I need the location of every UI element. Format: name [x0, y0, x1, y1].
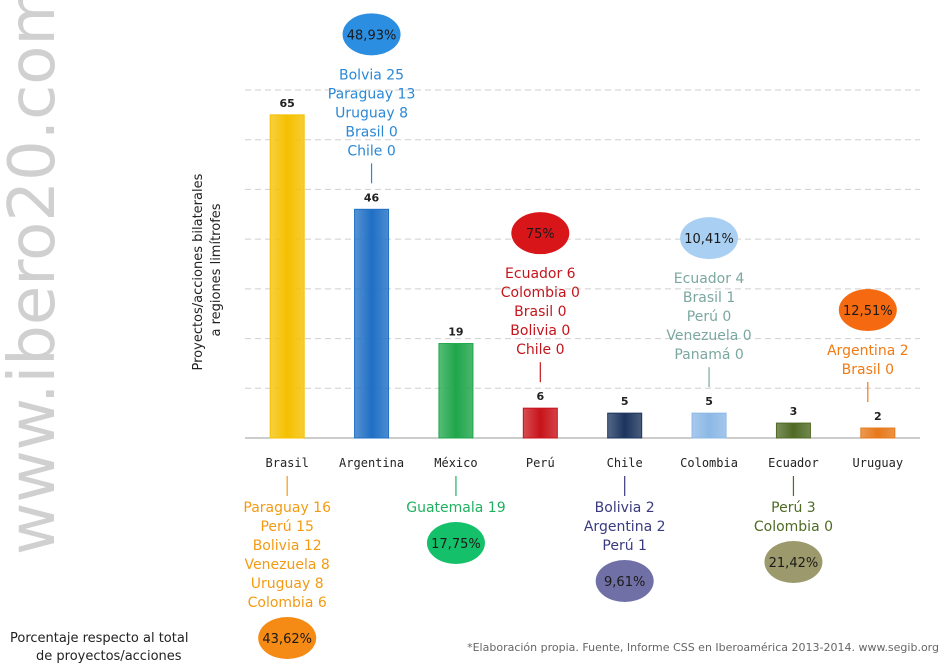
category-label: México — [434, 456, 477, 470]
annotation-text: Uruguay 8 — [251, 576, 324, 592]
annotation-text: Ecuador 6 — [505, 266, 576, 282]
annotation-text: Brasil 0 — [514, 304, 566, 320]
annotation-text: Colombia 0 — [501, 285, 580, 301]
percent-label: 9,61% — [604, 575, 645, 590]
annotation-text: Paraguay 16 — [243, 500, 331, 516]
percent-bubble — [258, 617, 317, 659]
bar-méxico — [438, 343, 474, 439]
annotation-text: Ecuador 4 — [674, 271, 745, 287]
percent-label: 10,41% — [684, 232, 734, 247]
annotation-text: Guatemala 19 — [406, 500, 505, 516]
percent-bubble — [838, 289, 897, 332]
value-label: 3 — [790, 405, 798, 418]
value-label: 6 — [536, 390, 544, 403]
legend-text-line-2: de proyectos/acciones — [36, 649, 182, 664]
annotation-text: Chile 0 — [347, 143, 395, 159]
annotation-text: Brasil 0 — [345, 124, 397, 140]
annotation-text: Colombia 6 — [248, 595, 327, 611]
y-axis-label: Proyectos/acciones bilaterales a regione… — [191, 169, 224, 370]
annotation-text: Venezuela 0 — [666, 328, 751, 344]
bar-chile — [607, 412, 643, 439]
percent-bubble — [342, 13, 401, 56]
annotation-text: Panamá 0 — [674, 347, 743, 363]
annotation-text: Chile 0 — [516, 342, 564, 358]
percent-bubble — [426, 522, 485, 564]
annotation-text: Paraguay 13 — [328, 86, 416, 102]
legend-text-line-1: Porcentaje respecto al total — [10, 631, 188, 646]
value-label: 5 — [705, 395, 713, 408]
category-label: Colombia — [680, 456, 738, 470]
annotation-text: Brasil 0 — [842, 362, 894, 378]
value-label: 19 — [448, 326, 463, 339]
value-label: 65 — [280, 97, 295, 110]
annotation-text: Bolivia 12 — [253, 538, 322, 554]
annotation-text: Argentina 2 — [827, 343, 909, 359]
percent-bubble — [511, 212, 570, 255]
bar-ecuador — [775, 422, 811, 439]
bar-brasil — [269, 114, 305, 439]
category-label: Uruguay — [853, 456, 904, 470]
bar-uruguay — [860, 427, 896, 439]
value-label: 46 — [364, 191, 380, 204]
percent-bubble — [764, 541, 823, 583]
annotation-text: Perú 3 — [771, 500, 816, 516]
annotation-text: Bolivia 0 — [510, 323, 570, 339]
annotation-text: Perú 0 — [687, 309, 732, 325]
annotation-text: Brasil 1 — [683, 290, 735, 306]
category-label: Brasil — [266, 456, 309, 470]
category-label: Argentina — [339, 456, 404, 470]
source-note: *Elaboración propia. Fuente, Informe CSS… — [467, 641, 939, 654]
percent-label: 17,75% — [431, 537, 481, 552]
annotation-text: Bolvia 25 — [339, 67, 404, 83]
annotation-text: Perú 1 — [602, 538, 647, 554]
annotation-text: Bolivia 2 — [595, 500, 655, 516]
annotation-text: Argentina 2 — [584, 519, 666, 535]
bars: 65 Brasil 46 Argentina 19 México 6 Perú 5 Chile 5 C… — [266, 97, 904, 470]
bar-perú — [522, 407, 558, 439]
percent-label: 12,51% — [843, 304, 893, 319]
value-label: 5 — [621, 395, 629, 408]
category-label: Ecuador — [768, 456, 819, 470]
category-label: Chile — [607, 456, 643, 470]
bar-colombia — [691, 412, 727, 439]
percent-bubble — [680, 217, 739, 260]
y-axis-label-line-1: Proyectos/acciones bilaterales — [191, 173, 206, 370]
value-label: 2 — [874, 410, 882, 423]
y-axis-label-line-2: a regiones limítrofes — [209, 203, 224, 336]
percent-label: 48,93% — [347, 28, 397, 43]
percent-bubble — [595, 560, 654, 602]
percent-label: 21,42% — [769, 556, 819, 571]
annotation-text: Perú 15 — [260, 519, 313, 535]
bar-argentina — [354, 208, 390, 439]
annotation-text: Uruguay 8 — [335, 105, 408, 121]
annotation-text: Venezuela 8 — [245, 557, 330, 573]
watermark: www.ibero20.com — [0, 0, 70, 555]
grid — [245, 89, 920, 439]
category-label: Perú — [526, 456, 555, 470]
annotation-text: Colombia 0 — [754, 519, 833, 535]
percent-label: 43,62% — [262, 632, 312, 647]
percent-label: 75% — [526, 227, 555, 242]
